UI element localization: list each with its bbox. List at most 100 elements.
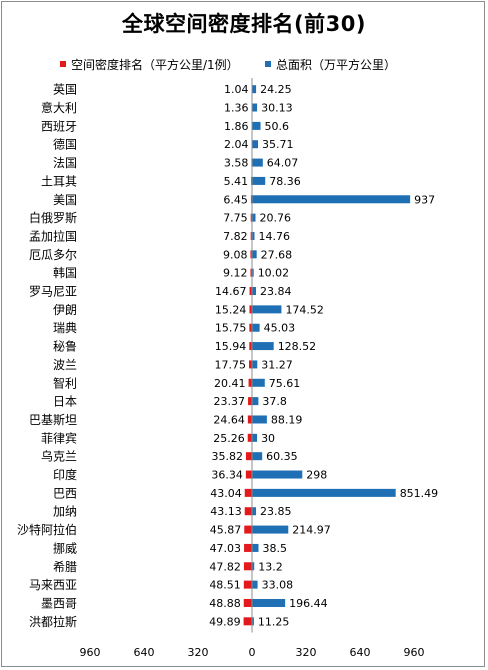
area-value-label: 88.19	[271, 413, 303, 426]
area-value-label: 38.5	[262, 542, 287, 555]
area-value-label: 60.35	[266, 450, 298, 463]
density-bar	[245, 452, 252, 461]
category-label: 德国	[53, 137, 77, 152]
category-label: 秘鲁	[53, 340, 77, 354]
density-bar	[243, 580, 252, 589]
area-value-label: 214.97	[292, 524, 331, 537]
density-value-label: 1.86	[224, 120, 249, 133]
category-label: 西班牙	[41, 119, 77, 133]
category-label: 瑞典	[53, 321, 77, 335]
area-bar	[252, 360, 258, 369]
category-label: 波兰	[53, 358, 77, 372]
density-bar	[250, 213, 252, 222]
category-label: 挪威	[53, 541, 77, 555]
area-bar	[252, 231, 255, 240]
category-label: 沙特阿拉伯	[17, 522, 77, 537]
area-value-label: 31.27	[261, 358, 293, 371]
area-value-label: 33.08	[262, 579, 294, 592]
area-value-label: 937	[414, 193, 435, 206]
area-bar	[252, 342, 274, 351]
area-bar	[252, 378, 265, 387]
density-bar	[244, 488, 252, 497]
density-bar	[243, 617, 252, 626]
area-value-label: 20.76	[260, 212, 292, 225]
density-value-label: 43.04	[210, 487, 242, 500]
area-value-label: 174.52	[285, 303, 324, 316]
chart-legend: 空间密度排名（平方公里/1例） 总面积（万平方公里）	[0, 56, 488, 72]
x-tick-label: 640	[134, 646, 155, 659]
area-value-label: 196.44	[289, 597, 328, 610]
category-label: 加纳	[53, 505, 77, 519]
density-value-label: 49.89	[209, 615, 241, 628]
density-bar	[247, 415, 252, 424]
area-value-label: 23.84	[260, 285, 292, 298]
density-value-label: 48.51	[209, 579, 241, 592]
density-value-label: 15.75	[215, 322, 247, 335]
density-bar	[249, 323, 252, 332]
category-label: 法国	[53, 156, 77, 170]
category-label: 土耳其	[41, 174, 77, 188]
area-bar	[252, 507, 257, 516]
density-value-label: 15.24	[215, 303, 247, 316]
density-value-label: 14.67	[215, 285, 247, 298]
area-bar	[252, 287, 257, 296]
density-bar	[245, 470, 252, 479]
density-value-label: 2.04	[224, 138, 249, 151]
area-value-label: 11.25	[258, 615, 290, 628]
category-label: 伊朗	[53, 303, 77, 317]
x-tick-label: 320	[296, 646, 317, 659]
density-bar	[249, 305, 252, 314]
x-tick-label: 0	[249, 646, 256, 659]
area-value-label: 851.49	[400, 487, 439, 500]
area-bar	[252, 452, 263, 461]
density-value-label: 35.82	[211, 450, 243, 463]
density-value-label: 43.13	[210, 505, 242, 518]
legend-item-area: 总面积（万平方公里）	[265, 56, 396, 73]
density-bar	[247, 433, 252, 442]
legend-label-area: 总面积（万平方公里）	[276, 58, 397, 72]
density-bar	[249, 287, 252, 296]
x-tick-label: 640	[350, 646, 371, 659]
area-value-label: 14.76	[258, 230, 290, 243]
density-bar	[243, 562, 252, 571]
density-bar	[249, 342, 252, 351]
density-value-label: 36.34	[211, 469, 243, 482]
area-value-label: 45.03	[264, 322, 296, 335]
area-value-label: 30.13	[261, 102, 293, 115]
area-value-label: 128.52	[278, 340, 317, 353]
density-value-label: 17.75	[215, 358, 247, 371]
area-bar	[252, 195, 411, 204]
area-bar	[252, 580, 258, 589]
density-value-label: 1.36	[224, 102, 249, 115]
legend-item-density: 空间密度排名（平方公里/1例）	[60, 56, 239, 73]
area-bar	[252, 158, 263, 167]
density-value-label: 48.88	[209, 597, 241, 610]
category-label: 希腊	[53, 559, 77, 574]
area-bar	[252, 470, 303, 479]
area-bar	[252, 415, 267, 424]
area-bar	[252, 562, 255, 571]
area-value-label: 50.6	[265, 120, 290, 133]
area-bar	[252, 617, 254, 626]
category-label: 日本	[53, 395, 77, 409]
area-value-label: 64.07	[267, 157, 299, 170]
area-bar	[252, 176, 266, 185]
density-value-label: 3.58	[224, 157, 249, 170]
area-value-label: 24.25	[260, 83, 292, 96]
category-label: 孟加拉国	[29, 228, 77, 243]
density-value-label: 9.12	[223, 267, 248, 280]
x-tick-label: 320	[188, 646, 209, 659]
density-bar	[249, 360, 252, 369]
area-value-label: 35.71	[262, 138, 294, 151]
category-label: 乌克兰	[41, 449, 77, 464]
density-bar	[250, 195, 252, 204]
area-bar	[252, 488, 396, 497]
x-tick-label: 960	[404, 646, 425, 659]
area-bar	[252, 213, 256, 222]
category-label: 美国	[53, 193, 77, 207]
category-label: 墨西哥	[41, 596, 77, 610]
density-value-label: 1.04	[224, 83, 249, 96]
category-label: 菲律宾	[41, 430, 77, 445]
